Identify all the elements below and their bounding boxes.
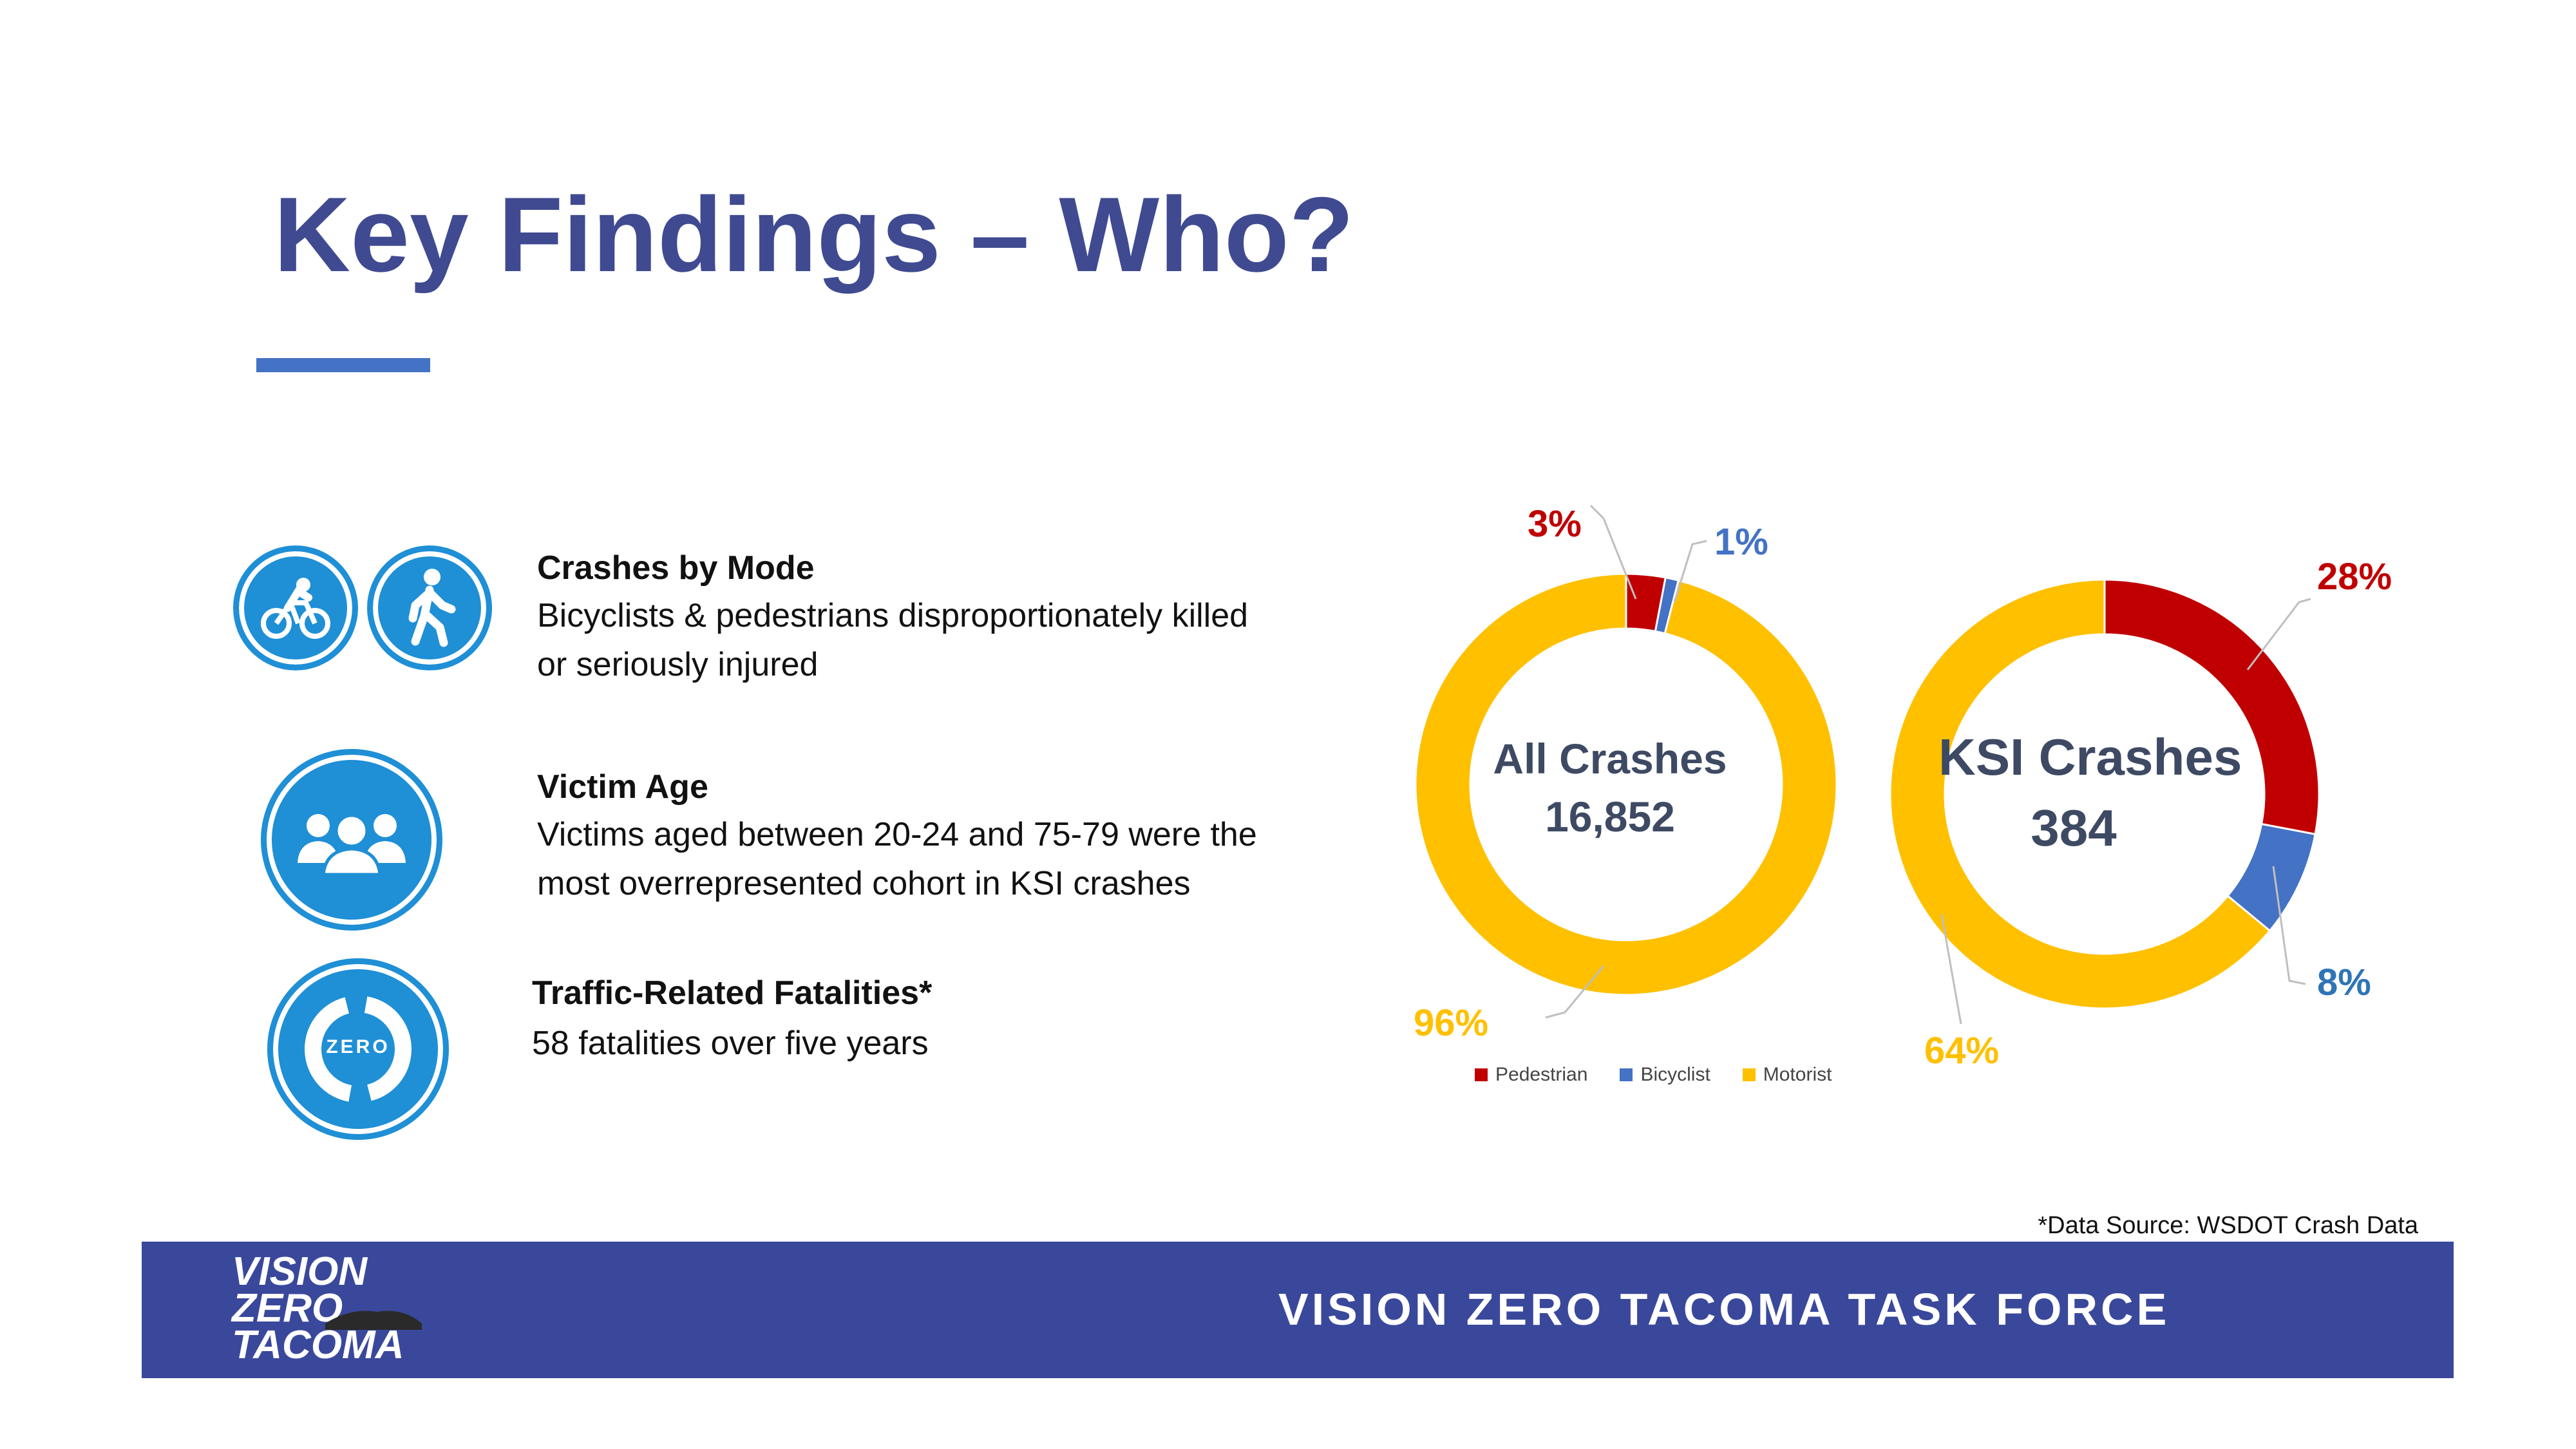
leader-lines (1545, 504, 2311, 1025)
leader-line-ksi-pedestrian (2246, 598, 2311, 670)
all-bicyclist-pct-label: 1% (1714, 521, 1768, 563)
finding-heading-age: Victim Age (537, 768, 708, 806)
legend-item-motorist: Motorist (1742, 1064, 1832, 1086)
all-crashes-center-value: 16,852 (1545, 793, 1675, 840)
logo-line-vision: VISION (232, 1249, 368, 1294)
title-underline (256, 358, 430, 372)
legend-label-motorist: Motorist (1763, 1064, 1832, 1085)
finding-heading-mode: Crashes by Mode (537, 549, 815, 587)
legend-item-pedestrian: Pedestrian (1475, 1064, 1587, 1086)
leader-line-all-pedestrian (1589, 504, 1637, 600)
footer-title: VISION ZERO TACOMA TASK FORCE (1278, 1284, 2170, 1334)
people-group-icon (261, 749, 442, 931)
zero-badge-label: ZERO (326, 1036, 390, 1057)
ksi-motorist-slice (1889, 578, 2271, 1010)
zero-badge-icon: ZERO (267, 958, 449, 1140)
logo-skyline-icon (325, 1311, 422, 1330)
leader-line-ksi-bicyclist (2272, 866, 2306, 985)
finding-text-mode: Bicyclists & pedestrians disproportionat… (537, 597, 1249, 683)
ksi-crashes-center-value: 384 (2031, 799, 2117, 857)
legend-swatch-motorist (1742, 1068, 1756, 1081)
footer-bar (142, 1242, 2454, 1378)
legend-label-pedestrian: Pedestrian (1495, 1064, 1588, 1085)
ksi-motorist-pct-label: 64% (1924, 1030, 2000, 1072)
logo-line-tacoma: TACOMA (232, 1323, 404, 1367)
leader-line-all-motorist (1545, 965, 1605, 1019)
all-motorist-slice (1414, 573, 1838, 996)
logo-line-zero: ZERO (232, 1286, 343, 1331)
finding-text-fatalities: 58 fatalities over five years (532, 1025, 929, 1062)
legend-swatch-bicyclist (1620, 1068, 1633, 1081)
legend-swatch-pedestrian (1475, 1068, 1488, 1081)
ksi-pedestrian-pct-label: 28% (2317, 556, 2392, 598)
leader-line-all-bicyclist (1673, 540, 1707, 603)
pedestrian-icon (367, 545, 492, 670)
ksi-crashes-donut (1889, 578, 2320, 1010)
all-crashes-donut (1414, 573, 1838, 996)
finding-heading-fatalities: Traffic-Related Fatalities* (532, 974, 933, 1012)
data-source-note: *Data Source: WSDOT Crash Data (2038, 1212, 2418, 1239)
legend-item-bicyclist: Bicyclist (1620, 1064, 1710, 1086)
leader-line-ksi-motorist (1940, 914, 1962, 1025)
all-motorist-pct-label: 96% (1414, 1002, 1489, 1044)
all-crashes-center-label: All Crashes (1493, 735, 1727, 782)
all-pedestrian-pct-label: 3% (1528, 503, 1582, 545)
ksi-crashes-center-label: KSI Crashes (1938, 728, 2242, 786)
chart-legend: Pedestrian Bicyclist Motorist (1475, 1064, 1832, 1086)
finding-text-age: Victims aged between 20-24 and 75-79 wer… (537, 816, 1257, 902)
page-title: Key Findings – Who? (274, 175, 1354, 294)
bicycle-icon (233, 545, 358, 670)
ksi-pedestrian-slice (2103, 578, 2320, 836)
legend-label-bicyclist: Bicyclist (1640, 1064, 1710, 1085)
ksi-bicyclist-pct-label: 8% (2317, 961, 2371, 1003)
